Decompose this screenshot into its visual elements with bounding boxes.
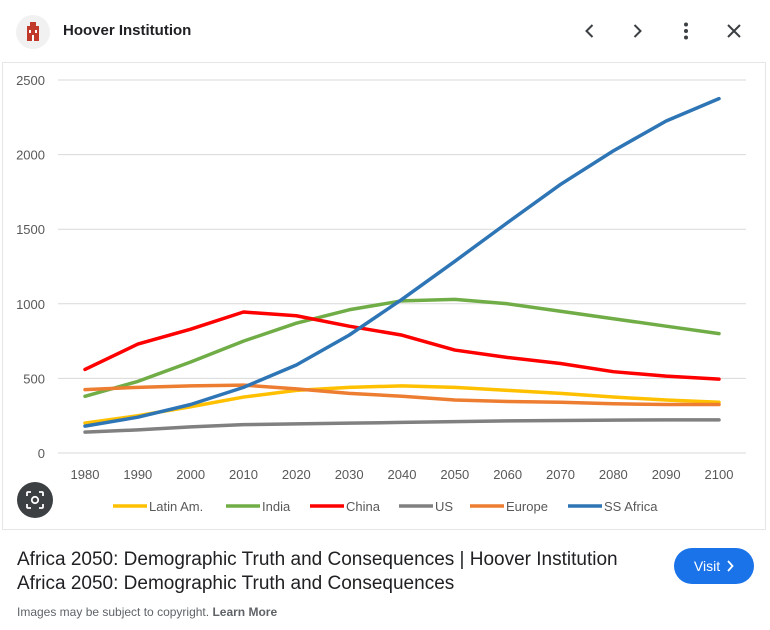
chevron-left-icon bbox=[585, 24, 594, 38]
x-tick-label: 2060 bbox=[493, 467, 522, 482]
series-line-ss-africa bbox=[83, 96, 721, 428]
series-line-china bbox=[83, 310, 721, 381]
x-tick-label: 1980 bbox=[71, 467, 100, 482]
series-line-india bbox=[83, 297, 721, 399]
chevron-right-icon bbox=[633, 24, 642, 38]
x-tick-label: 2050 bbox=[440, 467, 469, 482]
lens-icon bbox=[26, 491, 44, 509]
legend-label: SS Africa bbox=[604, 499, 658, 514]
next-image-button[interactable] bbox=[621, 15, 653, 47]
x-tick-label: 1990 bbox=[123, 467, 152, 482]
y-tick-label: 2500 bbox=[16, 73, 45, 88]
line-chart: 0 500 1000 1500 2000 2500 1980 1990 2000 2010 2020… bbox=[16, 73, 746, 514]
preview-header: Hoover Institution bbox=[0, 0, 770, 62]
lens-search-button[interactable] bbox=[17, 482, 53, 518]
x-tick-label: 2080 bbox=[599, 467, 628, 482]
close-button[interactable] bbox=[718, 15, 750, 47]
visit-label: Visit bbox=[693, 558, 721, 574]
x-tick-label: 2000 bbox=[176, 467, 205, 482]
y-tick-label: 1000 bbox=[16, 297, 45, 312]
y-tick-label: 1500 bbox=[16, 222, 45, 237]
x-tick-label: 2070 bbox=[546, 467, 575, 482]
hoover-logo-icon[interactable] bbox=[16, 15, 50, 49]
y-tick-label: 2000 bbox=[16, 148, 45, 163]
site-name[interactable]: Hoover Institution bbox=[63, 22, 192, 39]
x-tick-label: 2100 bbox=[705, 467, 734, 482]
series-line-us bbox=[83, 418, 721, 434]
y-tick-label: 500 bbox=[23, 371, 45, 386]
y-tick-label: 0 bbox=[38, 446, 45, 461]
visit-button[interactable]: Visit bbox=[674, 548, 754, 584]
more-vert-icon bbox=[684, 22, 688, 40]
series-line-europe bbox=[83, 383, 721, 407]
result-subtitle[interactable]: Africa 2050: Demographic Truth and Conse… bbox=[17, 573, 455, 594]
series-line-latin-am bbox=[83, 384, 721, 425]
x-tick-label: 2040 bbox=[388, 467, 417, 482]
x-tick-label: 2020 bbox=[282, 467, 311, 482]
x-tick-label: 2030 bbox=[335, 467, 364, 482]
legend-label: China bbox=[346, 499, 381, 514]
more-options-button[interactable] bbox=[670, 15, 702, 47]
x-tick-label: 2010 bbox=[229, 467, 258, 482]
legend-label: Europe bbox=[506, 499, 548, 514]
chart-image[interactable]: 0 500 1000 1500 2000 2500 1980 1990 2000 2010 2020… bbox=[2, 62, 766, 530]
legend-label: India bbox=[262, 499, 291, 514]
close-icon bbox=[727, 24, 741, 38]
copyright-text: Images may be subject to copyright. bbox=[17, 605, 210, 619]
x-tick-label: 2090 bbox=[652, 467, 681, 482]
copyright-notice: Images may be subject to copyright. Lear… bbox=[17, 605, 277, 619]
previous-image-button[interactable] bbox=[574, 15, 606, 47]
learn-more-link[interactable]: Learn More bbox=[212, 605, 278, 619]
legend-label: US bbox=[435, 499, 453, 514]
result-title[interactable]: Africa 2050: Demographic Truth and Conse… bbox=[17, 549, 618, 570]
legend-label: Latin Am. bbox=[149, 499, 203, 514]
chevron-right-icon bbox=[727, 560, 734, 572]
